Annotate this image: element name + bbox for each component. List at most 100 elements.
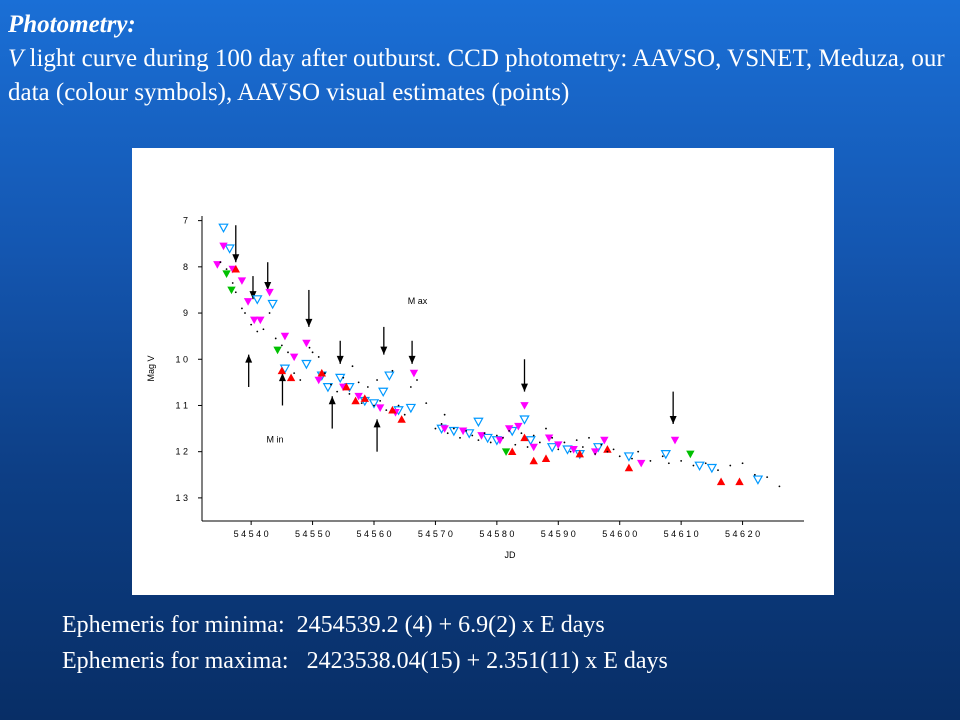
ccd-point [286,373,296,382]
visual-estimate-point [551,436,554,439]
x-tick-label: 5 4 5 9 0 [541,529,576,539]
chart-labels: JD Mag V M ax M in [146,296,516,560]
maximum-arrow-head [669,415,677,424]
visual-estimate-point [594,453,597,455]
visual-estimate-point [753,473,756,476]
x-tick-label: 5 4 5 6 0 [356,529,391,539]
period-arrows [232,225,677,452]
visual-estimate-point [425,402,428,405]
data-points [213,223,781,488]
slide-heading: Photometry: [8,11,136,38]
ccd-point [405,403,417,414]
ccd-point [448,426,460,437]
visual-estimate-point [667,462,670,465]
ccd-point [384,371,395,381]
x-tick-label: 5 4 5 8 0 [479,529,514,539]
visual-estimate-point [357,381,360,384]
ccd-point [541,454,551,462]
ccd-point [623,452,635,462]
ccd-point [529,443,538,452]
ccd-point [706,463,718,474]
light-curve-panel: 5 4 5 4 0 5 4 5 5 0 5 4 5 6 0 5 4 5 7 0 5 4 … [132,148,834,595]
ccd-point [569,446,578,454]
minimum-arrow-head [373,419,381,428]
visual-estimate-point [631,457,633,460]
visual-estimate-point [311,351,314,354]
visual-estimate-point [778,485,781,488]
ccd-point [544,434,554,443]
minimum-arrow-head [278,373,286,382]
y-tick-label: 1 2 [175,447,188,457]
ccd-point [317,368,326,377]
x-tick-label: 5 4 5 4 0 [234,529,269,539]
visual-estimate-point [336,390,339,393]
ccd-point [670,436,680,445]
ccd-point [219,242,228,251]
x-tick-label: 5 4 6 2 0 [725,529,760,539]
ephemeris-minima-value: 2454539.2 (4) + 6.9(2) x E days [296,612,605,638]
visual-estimate-point [520,432,523,435]
visual-estimate-point [262,328,265,331]
ccd-point [735,477,744,486]
ccd-point [660,450,672,460]
x-axis-title: JD [505,550,517,560]
ccd-point [477,432,486,440]
ccd-point [562,445,573,455]
visual-estimate-point [443,413,446,416]
annotation-label: M in [267,434,284,444]
visual-estimate-point [465,429,468,432]
minimum-arrow-head [245,354,253,363]
x-tick-label: 5 4 6 1 0 [664,529,699,539]
ccd-point [218,223,229,233]
y-tick-label: 8 [183,262,188,272]
maximum-arrow-head [336,355,344,364]
visual-estimate-point [317,356,320,358]
ephemeris-minima-label: Ephemeris for minima: [62,612,285,638]
visual-estimate-point [397,404,400,407]
ccd-point [686,450,695,459]
visual-estimate-point [514,443,517,446]
visual-estimate-point [600,443,603,446]
visual-estimate-point [538,441,541,444]
visual-estimate-point [581,446,584,448]
ccd-point [314,376,323,385]
ccd-point [575,449,584,458]
ccd-point [360,394,369,402]
description-text: light curve during 100 day after outburs… [8,45,945,106]
visual-estimate-point [376,379,378,381]
visual-estimate-point [495,434,498,437]
ccd-point [354,392,363,401]
ccd-point [508,447,517,456]
ccd-point [520,402,529,410]
visual-estimate-point [373,404,375,407]
visual-estimate-point [391,369,394,372]
ccd-point [265,288,274,297]
ccd-point [501,448,511,456]
ccd-point [322,383,334,393]
visual-estimate-point [280,344,283,347]
visual-estimate-point [446,432,449,435]
ccd-point [227,286,236,295]
ccd-point [440,425,449,433]
x-tick-label: 5 4 6 0 0 [602,529,637,539]
visual-estimate-point [489,441,492,444]
maximum-arrow-head [521,383,528,392]
ccd-point [267,299,278,310]
y-axis-title: Mag V [146,355,156,381]
visual-estimate-point [502,436,504,439]
visual-estimate-point [545,427,547,430]
y-tick-label: 9 [183,308,188,318]
ccd-point [342,382,351,391]
ccd-point [637,459,646,468]
visual-estimate-point [483,432,486,435]
maximum-arrow-head [305,318,313,327]
visual-estimate-point [299,379,302,381]
ccd-point [301,359,312,370]
v-band-symbol: V [8,45,24,72]
ccd-point [458,427,468,436]
ccd-point [222,270,231,278]
visual-estimate-point [612,448,615,451]
visual-estimate-point [741,462,744,465]
maximum-arrow-head [264,281,272,290]
annotation-label: M ax [408,296,428,306]
